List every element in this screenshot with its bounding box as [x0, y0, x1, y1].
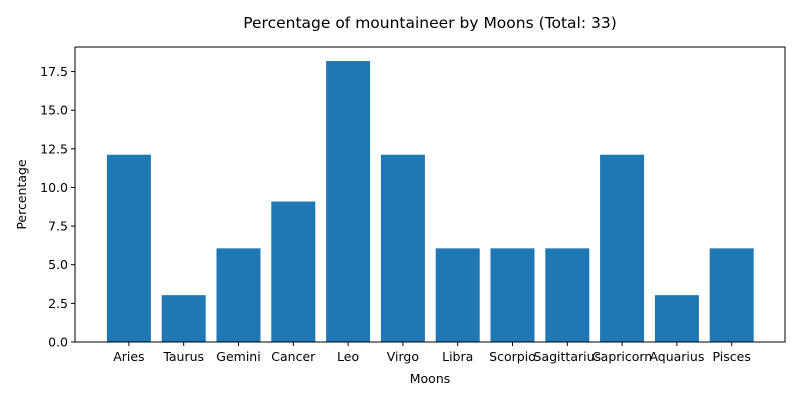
chart-title: Percentage of mountaineer by Moons (Tota… — [243, 14, 617, 32]
x-tick-label: Capricorn — [592, 349, 652, 364]
bar-libra — [435, 248, 480, 342]
y-tick-label: 2.5 — [48, 296, 68, 311]
y-axis-label: Percentage — [14, 159, 29, 230]
bar-capricorn — [600, 154, 645, 342]
bar-cancer — [271, 201, 316, 342]
x-tick-label: Gemini — [216, 349, 260, 364]
bar-scorpio — [490, 248, 535, 342]
x-tick-label: Aquarius — [649, 349, 704, 364]
y-tick-label: 5.0 — [48, 257, 68, 272]
y-tick-label: 17.5 — [40, 64, 68, 79]
bar-taurus — [161, 295, 206, 342]
bar-virgo — [380, 154, 425, 342]
bar-pisces — [709, 248, 754, 342]
bar-aquarius — [654, 295, 699, 342]
bar-leo — [326, 61, 371, 342]
bar-gemini — [216, 248, 261, 342]
plot-frame — [74, 46, 786, 343]
x-tick-label: Taurus — [162, 349, 204, 364]
y-tick-label: 10.0 — [40, 180, 68, 195]
y-tick-label: 0.0 — [48, 335, 68, 350]
y-tick-label: 15.0 — [40, 103, 68, 118]
bar-sagittarius — [545, 248, 590, 342]
y-axis: 0.0 2.5 5.0 7.5 10.0 12.5 15.0 17.5 — [40, 64, 75, 350]
bar-aries — [106, 154, 151, 342]
x-axis: Aries Taurus Gemini Cancer Leo Virgo Libra Scor… — [113, 342, 751, 364]
y-tick-label: 7.5 — [48, 219, 68, 234]
x-tick-label: Scorpio — [489, 349, 536, 364]
x-tick-label: Sagittarius — [534, 349, 602, 364]
x-tick-label: Leo — [337, 349, 359, 364]
x-tick-label: Virgo — [387, 349, 419, 364]
x-tick-label: Libra — [442, 349, 473, 364]
x-tick-label: Cancer — [271, 349, 316, 364]
x-tick-label: Aries — [113, 349, 144, 364]
y-tick-label: 12.5 — [40, 141, 68, 156]
x-axis-label: Moons — [410, 371, 451, 386]
x-tick-label: Pisces — [713, 349, 751, 364]
bars-group — [106, 61, 754, 342]
